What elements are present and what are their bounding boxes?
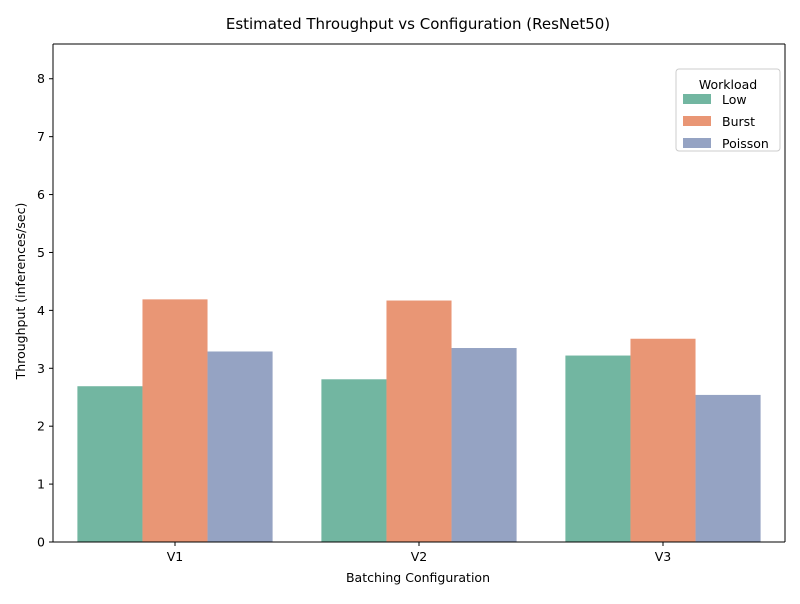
legend: Workload Low Burst Poisson: [675, 68, 781, 152]
x-tick-label: V3: [655, 549, 672, 564]
legend-swatch-poisson: [683, 138, 711, 148]
bar-poisson-v2: [451, 348, 517, 542]
bar-low-v1: [77, 386, 143, 542]
legend-label-low: Low: [722, 92, 747, 107]
y-tick-label: 3: [37, 361, 45, 376]
y-tick-label: 5: [37, 245, 45, 260]
y-tick-label: 2: [37, 419, 45, 434]
y-tick-label: 0: [37, 535, 45, 550]
x-ticks-group: V1 V2 V3: [167, 542, 672, 564]
y-tick-label: 1: [37, 477, 45, 492]
bar-low-v3: [565, 355, 631, 542]
y-tick-label: 6: [37, 187, 45, 202]
x-axis-label: Batching Configuration: [346, 570, 490, 585]
legend-frame: [675, 68, 781, 152]
y-ticks-group: 0 1 2 3 4 5 6 7 8: [37, 71, 53, 550]
chart-title: Estimated Throughput vs Configuration (R…: [226, 15, 610, 33]
y-tick-label: 8: [37, 71, 45, 86]
legend-swatch-burst: [683, 116, 711, 126]
legend-items: Low Burst Poisson: [683, 92, 769, 151]
bar-poisson-v1: [207, 351, 273, 542]
x-tick-label: V2: [411, 549, 428, 564]
legend-label-poisson: Poisson: [722, 136, 769, 151]
y-tick-label: 7: [37, 129, 45, 144]
y-axis-label: Throughput (inferences/sec): [13, 203, 28, 381]
bar-low-v2: [321, 379, 387, 542]
legend-label-burst: Burst: [722, 114, 755, 129]
bar-burst-v3: [630, 338, 696, 542]
bar-poisson-v3: [695, 394, 761, 542]
bars-group: [77, 299, 761, 542]
legend-title: Workload: [699, 77, 757, 92]
bar-burst-v2: [386, 300, 452, 542]
bar-burst-v1: [142, 299, 208, 542]
legend-swatch-low: [683, 94, 711, 104]
y-tick-label: 4: [37, 303, 45, 318]
x-tick-label: V1: [167, 549, 184, 564]
